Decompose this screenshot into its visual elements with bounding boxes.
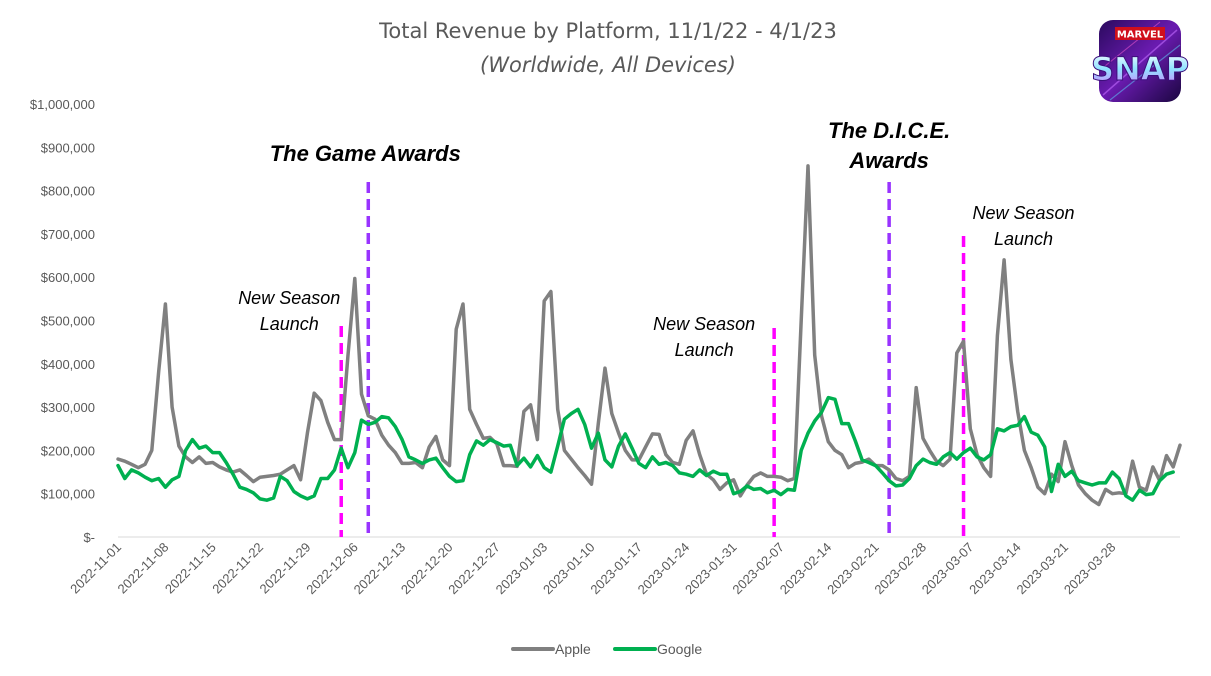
annotation-label: New Season xyxy=(653,314,755,334)
logo-snap-text: SNAP xyxy=(1091,50,1189,88)
y-tick-label: $500,000 xyxy=(41,314,95,329)
annotation-label: New Season xyxy=(238,288,340,308)
annotation-label: The D.I.C.E. xyxy=(828,118,950,143)
marvel-snap-logo: MARVEL SNAP xyxy=(1090,20,1190,102)
annotation-label: Awards xyxy=(848,148,928,173)
annotation-label: New Season xyxy=(973,203,1075,223)
annotation-label: The Game Awards xyxy=(270,141,461,166)
y-axis: $- $100,000 $200,000 $300,000 $400,000 $500,0… xyxy=(30,97,95,545)
y-tick-label: $100,000 xyxy=(41,487,95,502)
y-tick-label: $900,000 xyxy=(41,140,95,155)
legend-label-google: Google xyxy=(657,641,702,657)
series-line-apple xyxy=(116,164,1182,507)
x-tick-label: 2023-03-28 xyxy=(1061,540,1119,598)
chart-title: Total Revenue by Platform, 11/1/22 - 4/1… xyxy=(378,19,837,43)
y-tick-label: $300,000 xyxy=(41,400,95,415)
y-tick-label: $600,000 xyxy=(41,270,95,285)
annotation-labels: The Game Awards New Season Launch New Seaso… xyxy=(238,118,1074,360)
x-axis: 2022-11-012022-11-082022-11-152022-11-22… xyxy=(67,536,1180,598)
y-tick-label: $200,000 xyxy=(41,443,95,458)
marvel-banner xyxy=(1115,27,1165,40)
y-tick-label: $800,000 xyxy=(41,184,95,199)
y-tick-label: $700,000 xyxy=(41,227,95,242)
legend: Apple Google xyxy=(511,641,702,657)
series-layer xyxy=(116,164,1182,507)
y-tick-label: $1,000,000 xyxy=(30,97,95,112)
logo-marvel-text: MARVEL xyxy=(1117,30,1164,41)
annotation-label: Launch xyxy=(260,314,319,334)
y-tick-label: $400,000 xyxy=(41,357,95,372)
annotation-label: Launch xyxy=(675,340,734,360)
series-line-google xyxy=(116,395,1175,502)
annotation-lines xyxy=(339,182,966,537)
y-tick-label: $- xyxy=(83,530,95,545)
annotation-label: Launch xyxy=(994,229,1053,249)
legend-label-apple: Apple xyxy=(555,641,591,657)
chart-subtitle: (Worldwide, All Devices) xyxy=(480,53,736,77)
